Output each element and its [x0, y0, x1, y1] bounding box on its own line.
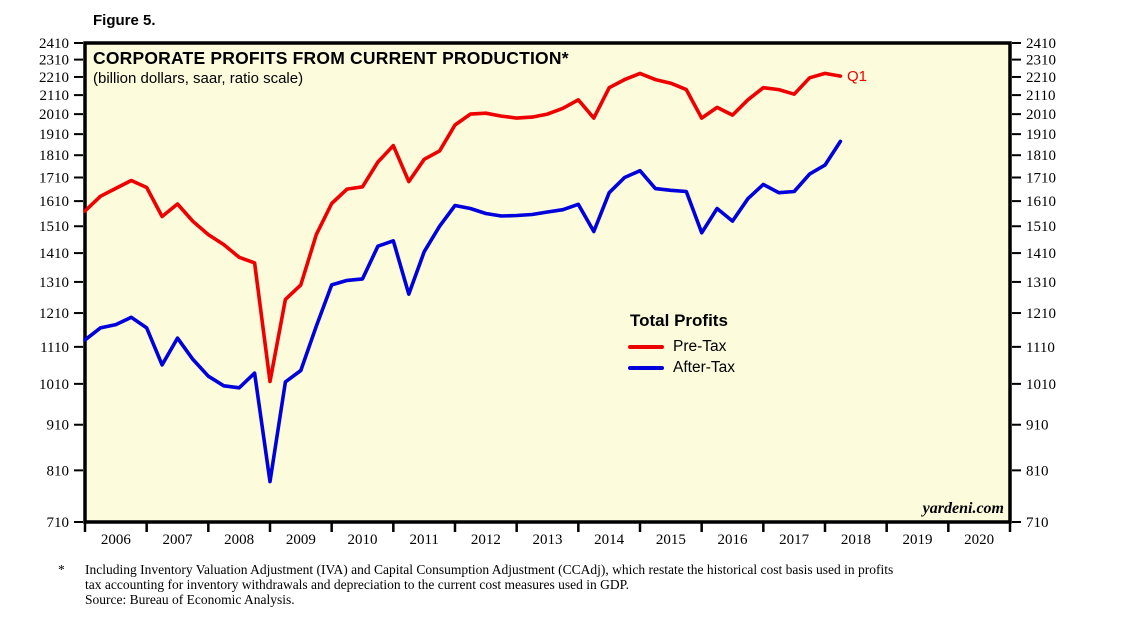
x-tick-label: 2009	[286, 532, 316, 548]
chart-subtitle: (billion dollars, saar, ratio scale)	[93, 70, 304, 87]
y-tick-label-left: 810	[47, 463, 70, 479]
y-tick-label-right: 1010	[1026, 377, 1056, 393]
pretax-swatch	[628, 344, 664, 349]
y-tick-label-left: 1310	[39, 275, 69, 291]
pretax-label: Pre-Tax	[673, 337, 727, 355]
x-tick-label: 2011	[409, 532, 438, 548]
pretax-line	[83, 71, 843, 384]
y-tick-label-right: 1610	[1026, 194, 1056, 210]
footnote-source: Source: Bureau of Economic Analysis.	[85, 592, 295, 607]
y-tick-label-right: 1710	[1026, 170, 1056, 186]
y-tick-label-right: 2010	[1026, 107, 1056, 123]
figure-label: Figure 5.	[93, 12, 156, 29]
y-tick-label-right: 710	[1026, 515, 1049, 531]
y-tick-label-left: 1610	[39, 194, 69, 210]
y-tick-label-right: 2210	[1026, 70, 1056, 86]
y-tick-label-right: 1210	[1026, 306, 1056, 322]
x-tick-label: 2012	[471, 532, 501, 548]
x-tick-label: 2018	[841, 532, 871, 548]
aftertax-swatch	[628, 365, 664, 370]
x-tick-label: 2017	[779, 532, 810, 548]
latest-quarter-annotation: Q1	[847, 68, 868, 85]
y-tick-label-right: 2110	[1026, 88, 1055, 104]
y-tick-label-left: 1010	[39, 377, 69, 393]
y-tick-label-left: 710	[47, 515, 70, 531]
y-tick-label-right: 2310	[1026, 53, 1056, 69]
plot-area	[83, 41, 1012, 524]
y-tick-label-left: 2410	[39, 36, 69, 52]
y-tick-label-right: 1410	[1026, 246, 1056, 262]
legend-title: Total Profits	[630, 311, 728, 330]
y-tick-label-left: 2310	[39, 53, 69, 69]
aftertax-line	[83, 139, 843, 484]
footnote-line-2: tax accounting for inventory withdrawals…	[85, 577, 629, 592]
footnote-marker: *	[58, 562, 65, 577]
y-tick-label-left: 1210	[39, 306, 69, 322]
y-tick-label-left: 2110	[40, 88, 69, 104]
footnote-line-1: Including Inventory Valuation Adjustment…	[85, 562, 894, 577]
y-tick-label-left: 1710	[39, 170, 69, 186]
x-tick-label: 2008	[224, 532, 254, 548]
x-tick-label: 2014	[594, 532, 625, 548]
y-tick-label-left: 2010	[39, 107, 69, 123]
footnote-text: Including Inventory Valuation Adjustment…	[85, 562, 1068, 607]
footnote: * Including Inventory Valuation Adjustme…	[58, 562, 1068, 607]
legend-item-aftertax: After-Tax	[628, 357, 735, 378]
y-tick-label-right: 2410	[1026, 36, 1056, 52]
chart-canvas: 710 710 810 810 910 910 1010 1010 1110 1110 1210 12…	[39, 36, 1056, 548]
x-tick-label: 2020	[964, 532, 994, 548]
y-tick-label-left: 1910	[39, 127, 69, 143]
x-tick-label: 2006	[101, 532, 132, 548]
watermark: yardeni.com	[922, 500, 1004, 517]
y-tick-label-left: 2210	[39, 70, 69, 86]
y-tick-label-left: 1510	[39, 219, 69, 235]
chart-title: CORPORATE PROFITS FROM CURRENT PRODUCTIO…	[93, 48, 569, 68]
y-tick-label-left: 1410	[39, 246, 69, 262]
y-tick-label-right: 1510	[1026, 219, 1056, 235]
y-tick-label-right: 910	[1026, 418, 1049, 434]
y-tick-label-right: 1810	[1026, 148, 1056, 164]
y-tick-label-right: 810	[1026, 463, 1049, 479]
legend-item-pretax: Pre-Tax	[628, 336, 735, 357]
x-tick-label: 2019	[903, 532, 933, 548]
x-tick-label: 2007	[163, 532, 194, 548]
legend: Total Profits Pre-Tax After-Tax	[628, 311, 735, 378]
y-tick-label-left: 1810	[39, 148, 69, 164]
y-tick-label-right: 1310	[1026, 275, 1056, 291]
y-tick-label-left: 910	[47, 418, 70, 434]
x-tick-label: 2015	[656, 532, 686, 548]
x-tick-label: 2010	[348, 532, 378, 548]
y-tick-label-right: 1110	[1026, 340, 1055, 356]
y-tick-label-right: 1910	[1026, 127, 1056, 143]
x-tick-label: 2013	[533, 532, 563, 548]
y-tick-label-left: 1110	[40, 340, 69, 356]
aftertax-label: After-Tax	[673, 358, 736, 376]
x-tick-label: 2016	[718, 532, 749, 548]
